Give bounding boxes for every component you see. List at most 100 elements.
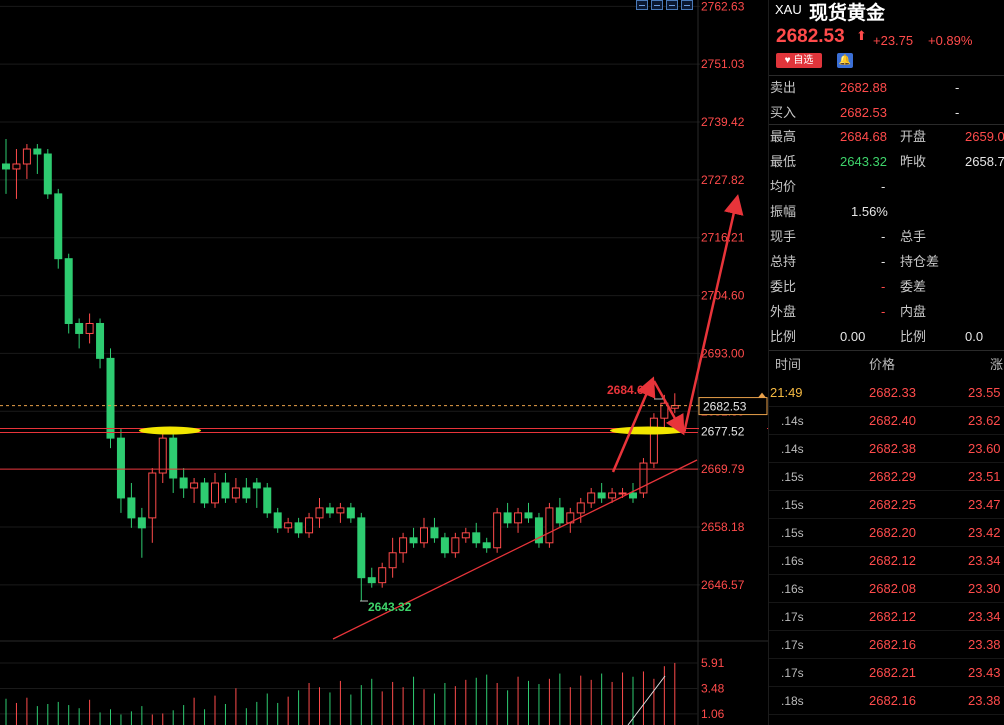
tick-time: .14s bbox=[781, 442, 804, 456]
tick-row[interactable]: .18s 2682.16 23.38 bbox=[769, 687, 1004, 715]
order-row: 卖出 2682.88 - bbox=[769, 75, 1004, 100]
y-tick-label: 2646.57 bbox=[701, 578, 745, 592]
current-price-box bbox=[698, 397, 768, 416]
candle-body bbox=[252, 482, 261, 489]
stat-row: 振幅 1.56% bbox=[769, 199, 1004, 224]
kline-chart[interactable]: 2762.63 2751.03 2739.42 2727.82 2716.21 2704.… bbox=[0, 0, 768, 725]
stat-label-2: 昨收 bbox=[900, 154, 927, 169]
tick-row[interactable]: .17s 2682.12 23.34 bbox=[769, 603, 1004, 631]
current-price-marker-icon bbox=[758, 392, 766, 398]
candle-body bbox=[211, 482, 219, 504]
tick-price: 2682.21 bbox=[869, 665, 916, 680]
quote-panel: XAU 现货黄金 2682.53 ⬆ +23.75 +0.89% ♥ 自选 🔔 … bbox=[768, 0, 1004, 725]
chart-tool-icon-4[interactable] bbox=[681, 0, 693, 10]
candle-body bbox=[440, 537, 449, 554]
tick-row[interactable]: .14s 2682.38 23.60 bbox=[769, 435, 1004, 463]
stat-label-2: 委差 bbox=[900, 279, 927, 294]
tick-time: .14s bbox=[781, 414, 804, 428]
candle-body bbox=[336, 507, 345, 514]
candle-body bbox=[22, 148, 31, 165]
stat-label-2: 总手 bbox=[900, 229, 927, 244]
chart-tool-icon-2[interactable] bbox=[651, 0, 663, 10]
candle-body bbox=[357, 517, 366, 579]
tick-row[interactable]: 21:49 2682.33 23.55 bbox=[769, 379, 1004, 407]
tick-row[interactable]: .16s 2682.08 23.30 bbox=[769, 575, 1004, 603]
y-tick-label: 2762.63 bbox=[701, 0, 745, 13]
candle-body bbox=[608, 492, 617, 499]
tick-time: .17s bbox=[781, 638, 804, 652]
stat-row: 最高 2684.68 开盘 2659.0 bbox=[769, 124, 1004, 149]
last-price: 2682.53 bbox=[776, 26, 845, 47]
candlestick-plot[interactable]: 2762.63 2751.03 2739.42 2727.82 2716.21 2704.… bbox=[0, 0, 768, 725]
candle-body bbox=[639, 462, 648, 494]
tick-change: 23.51 bbox=[968, 469, 1001, 484]
stat-row: 现手 - 总手 bbox=[769, 224, 1004, 249]
tick-time: .17s bbox=[781, 610, 804, 624]
candle-body bbox=[106, 357, 115, 439]
tick-change: 23.34 bbox=[968, 553, 1001, 568]
add-to-watchlist-button[interactable]: ♥ 自选 bbox=[776, 53, 822, 68]
tick-row[interactable]: .17s 2682.21 23.43 bbox=[769, 659, 1004, 687]
candle-body bbox=[190, 482, 199, 489]
tick-change: 23.30 bbox=[968, 581, 1001, 596]
symbol-code: XAU bbox=[775, 2, 802, 17]
candle-body bbox=[503, 512, 512, 524]
stat-label-2: 开盘 bbox=[900, 129, 927, 144]
stat-row: 最低 2643.32 昨收 2658.7 bbox=[769, 149, 1004, 174]
tick-row[interactable]: .15s 2682.29 23.51 bbox=[769, 463, 1004, 491]
candle-body bbox=[325, 507, 334, 514]
projection-arrow bbox=[682, 194, 744, 434]
candle-body bbox=[273, 512, 282, 529]
tick-price: 2682.16 bbox=[869, 693, 916, 708]
tick-price: 2682.38 bbox=[869, 441, 916, 456]
candle-body bbox=[346, 507, 355, 519]
stat-label: 振幅 bbox=[770, 204, 797, 219]
ascending-trendline bbox=[332, 459, 698, 640]
order-row: 买入 2682.53 - bbox=[769, 100, 1004, 125]
tick-row[interactable]: .15s 2682.25 23.47 bbox=[769, 491, 1004, 519]
stat-value: - bbox=[881, 229, 886, 244]
tick-change: 23.42 bbox=[968, 525, 1001, 540]
order-label: 买入 bbox=[770, 105, 797, 120]
candle-body bbox=[534, 517, 543, 544]
candle-body bbox=[158, 437, 167, 474]
candle-body bbox=[649, 417, 658, 464]
chart-tool-icon-1[interactable] bbox=[636, 0, 648, 10]
tick-price: 2682.29 bbox=[869, 469, 916, 484]
y-tick-label: 2669.79 bbox=[701, 462, 745, 476]
tick-price: 2682.12 bbox=[869, 553, 916, 568]
tick-row[interactable]: .17s 2682.16 23.38 bbox=[769, 631, 1004, 659]
instrument-name: 现货黄金 bbox=[809, 3, 886, 24]
tick-price: 2682.25 bbox=[869, 497, 916, 512]
divider bbox=[769, 574, 1004, 575]
candle-body bbox=[315, 507, 324, 519]
candle-body bbox=[242, 487, 251, 499]
candle-body bbox=[399, 537, 408, 554]
candle-body bbox=[263, 487, 272, 514]
divider bbox=[769, 630, 1004, 631]
y-tick-label: 2751.03 bbox=[701, 57, 745, 71]
up-arrow-icon: ⬆ bbox=[856, 28, 867, 43]
candle-body bbox=[284, 522, 293, 529]
tick-row[interactable]: .15s 2682.20 23.42 bbox=[769, 519, 1004, 547]
divider bbox=[769, 75, 1004, 76]
stat-label: 总持 bbox=[770, 254, 797, 269]
candle-body bbox=[388, 552, 397, 569]
stat-label: 现手 bbox=[770, 229, 797, 244]
candle-body bbox=[127, 497, 136, 519]
alert-bell-icon[interactable]: 🔔 bbox=[837, 53, 853, 68]
candle-body bbox=[618, 492, 627, 495]
candle-body bbox=[64, 258, 73, 324]
level-label: 2677.52 bbox=[701, 425, 745, 439]
tick-price: 2682.40 bbox=[869, 413, 916, 428]
tick-row[interactable]: .16s 2682.12 23.34 bbox=[769, 547, 1004, 575]
low-annotation: 2643.32 bbox=[368, 600, 412, 614]
volume-trend-line bbox=[627, 675, 666, 725]
tick-change: 23.62 bbox=[968, 413, 1001, 428]
stat-row: 总持 - 持仓差 bbox=[769, 249, 1004, 274]
tick-change: 23.38 bbox=[968, 693, 1001, 708]
chart-tool-icon-3[interactable] bbox=[666, 0, 678, 10]
tick-change: 23.47 bbox=[968, 497, 1001, 512]
order-volume: - bbox=[955, 80, 960, 95]
tick-row[interactable]: .14s 2682.40 23.62 bbox=[769, 407, 1004, 435]
